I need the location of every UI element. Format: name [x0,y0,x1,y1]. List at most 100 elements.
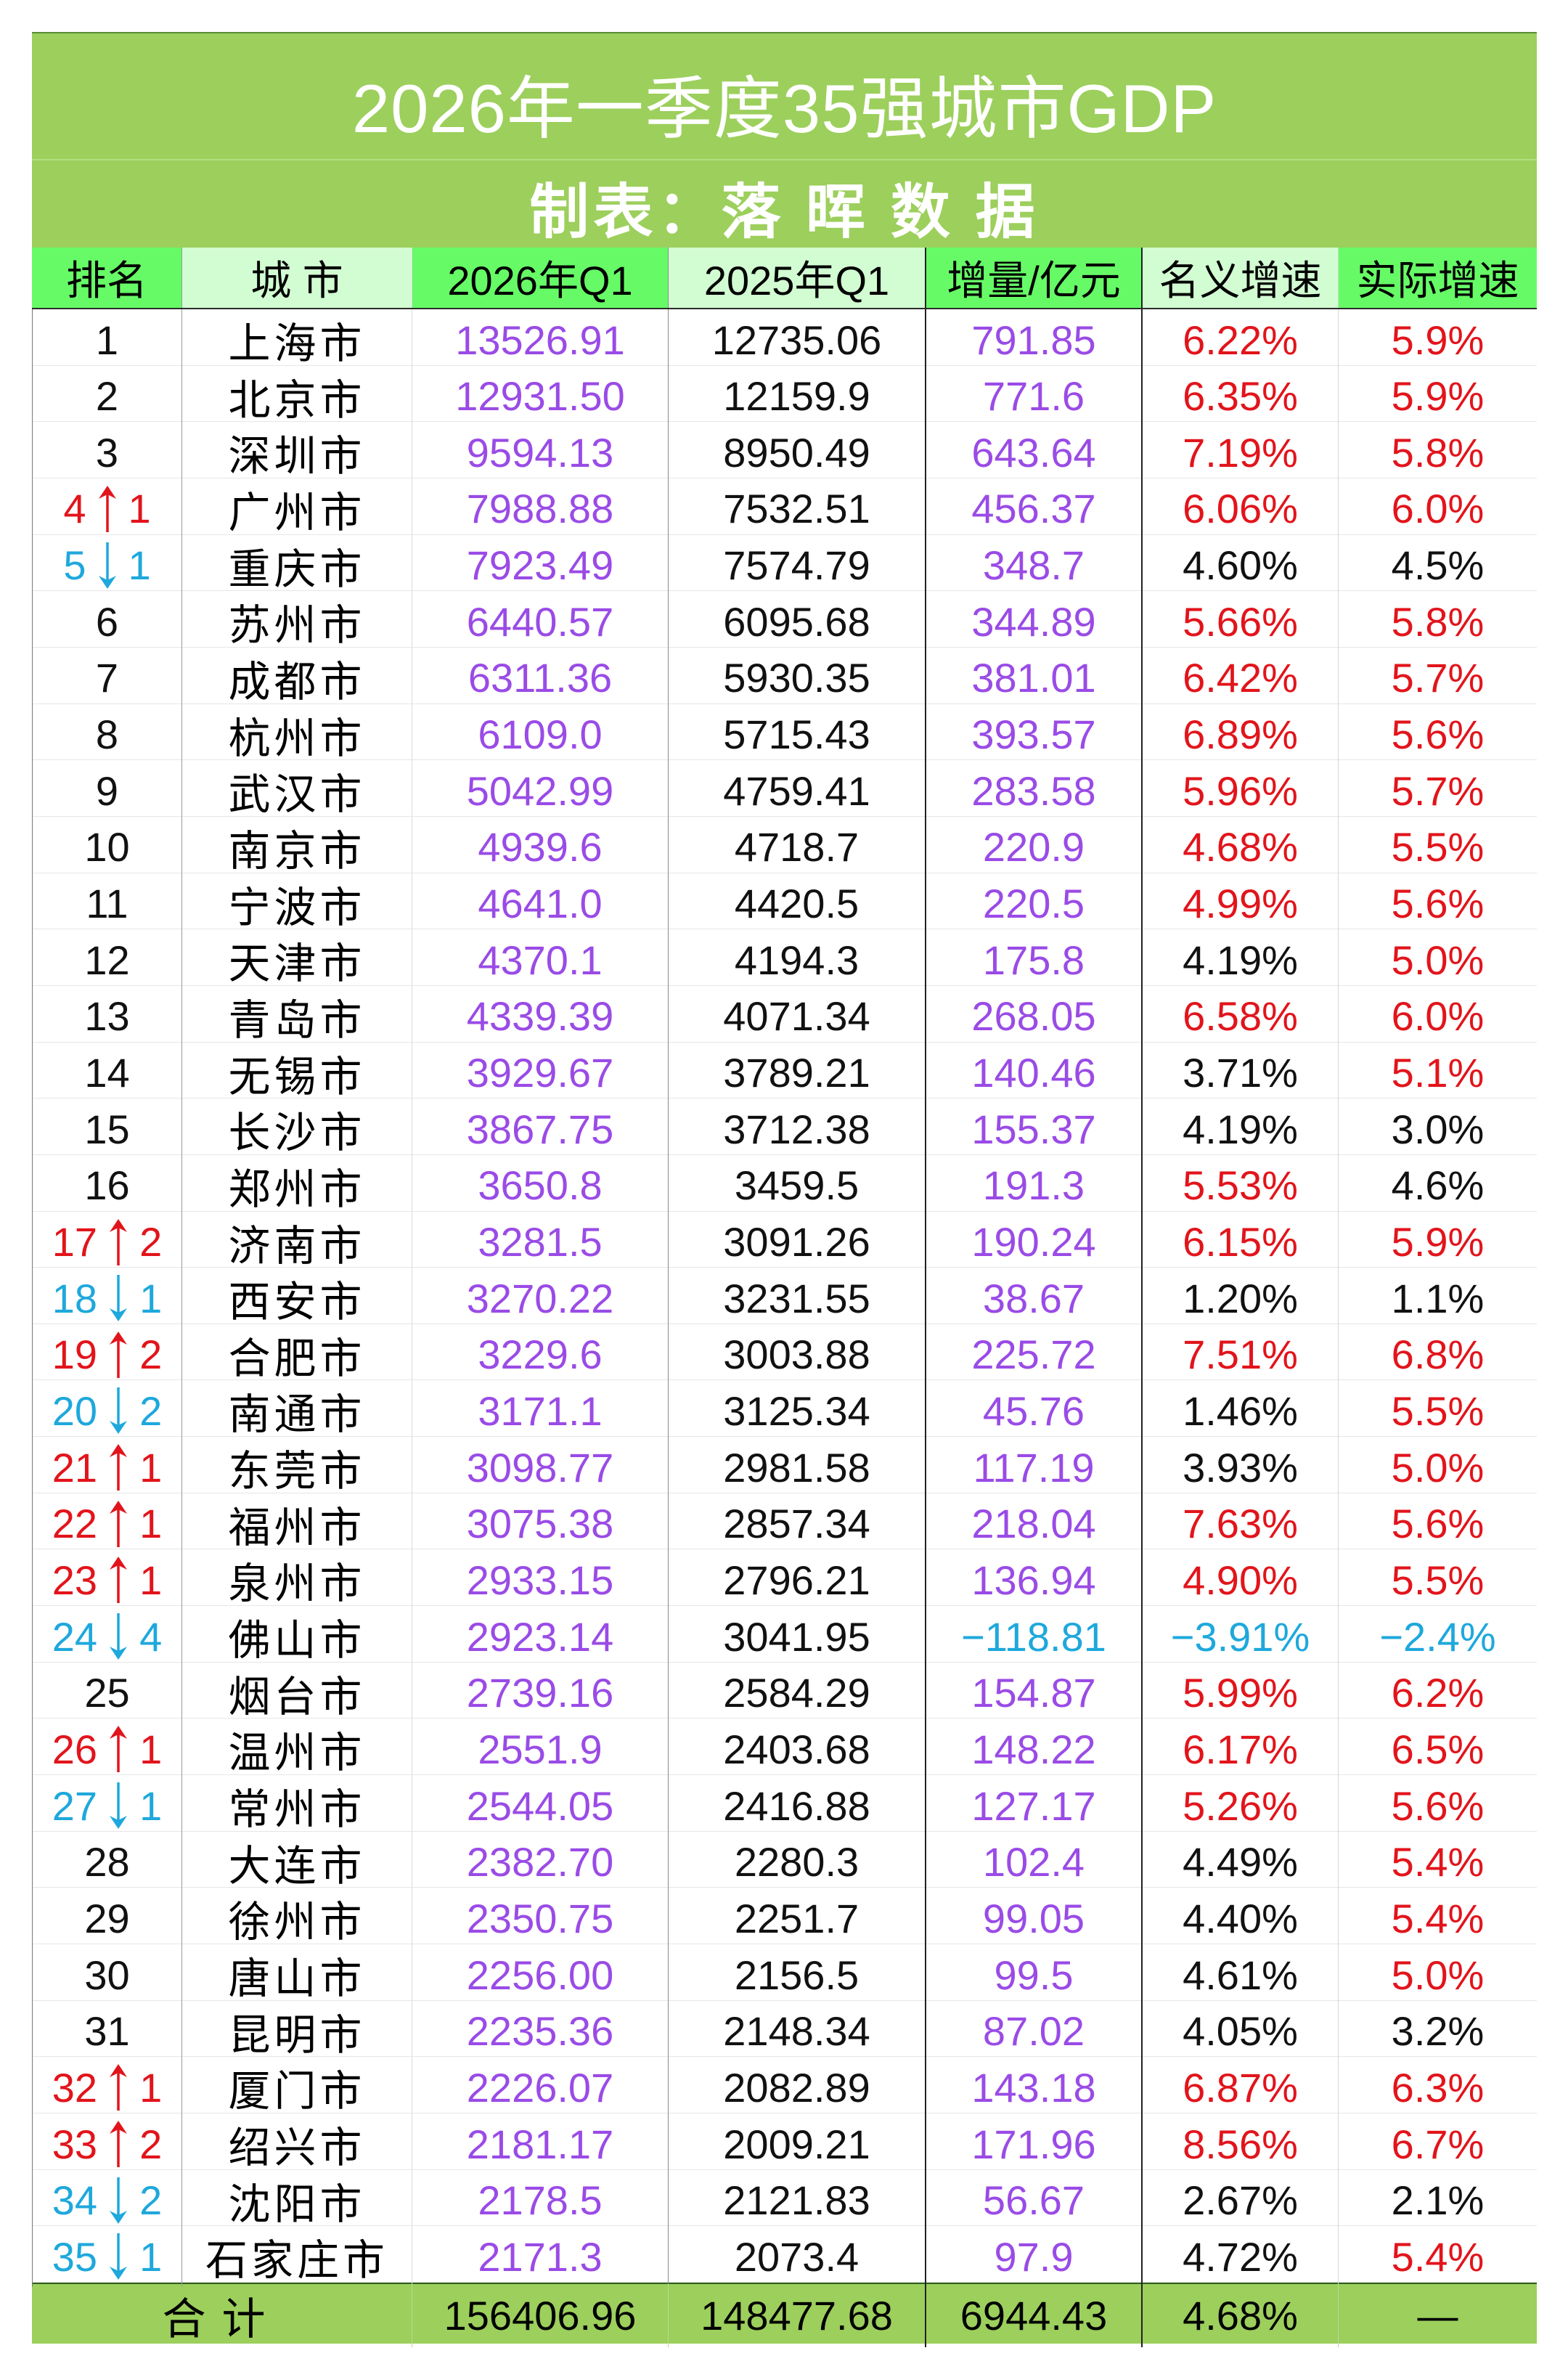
nominal-growth-value: 5.26% [1183,1782,1298,1829]
nominal-growth-value: 6.22% [1183,317,1298,363]
gdp-2025-q1-cell: 6095.68 [669,591,926,653]
nominal-growth-cell: 6.58% [1143,985,1339,1047]
arrow-up-icon [107,2121,129,2167]
real-growth-value: 5.7% [1391,767,1485,814]
gdp-2026-q1-cell: 2923.14 [412,1606,669,1668]
real-growth-value: 6.0% [1391,993,1485,1040]
rank-cell: 32 1 [32,2057,182,2119]
table-title-band: 2026年一季度35强城市GDP [32,32,1537,159]
real-growth-cell: 5.7% [1339,648,1537,709]
gdp-2026-q1-cell: 4339.39 [412,985,669,1047]
increase-value: 117.19 [973,1444,1095,1491]
real-growth-cell: 5.6% [1339,873,1537,934]
nominal-growth-value: 3.93% [1183,1444,1298,1491]
gdp-2026-q1-cell: 12931.50 [412,365,669,427]
nominal-growth-cell: 6.06% [1143,478,1339,539]
rank-cell: 14 [32,1042,182,1104]
column-header-row: 排名 城 市 2026年Q1 2025年Q1 增量/亿元 名义增速 实际增速 [32,248,1537,309]
real-growth-value: 5.0% [1391,1444,1485,1491]
increase-value: 643.64 [971,429,1096,476]
real-growth-cell: 6.0% [1339,478,1537,539]
gdp-2025-q1-cell: 12159.9 [669,365,926,427]
real-growth-cell: 5.5% [1339,1549,1537,1610]
increase-cell: 140.46 [926,1042,1143,1104]
city-cell: 泉州市 [182,1549,412,1611]
gdp-2026-q1-cell: 2551.9 [412,1718,669,1780]
table-row: 1 上海市 13526.91 12735.06 791.85 6.22% 5.9… [32,309,1537,370]
gdp-2026-q1-cell: 2256.00 [412,1944,669,2006]
arrow-down-icon [107,1275,129,1322]
increase-cell: 136.94 [926,1549,1143,1611]
city-cell: 常州市 [182,1775,412,1837]
gdp-2025-q1-cell: 2082.89 [669,2057,926,2119]
increase-cell: 220.5 [926,873,1143,934]
nominal-growth-value: 4.68% [1183,824,1298,871]
nominal-growth-value: 4.49% [1183,1839,1298,1885]
column-header-nominal-growth: 名义增速 [1143,248,1339,308]
real-growth-cell: 6.7% [1339,2113,1537,2174]
gdp-2025-q1-cell: 3789.21 [669,1042,926,1104]
gdp-2025-q1-cell: 3041.95 [669,1606,926,1668]
nominal-growth-cell: 5.99% [1143,1662,1339,1724]
real-growth-cell: 6.8% [1339,1324,1537,1385]
table-row: 26 1 温州市 2551.9 2403.68 148.22 6.17% 6.5… [32,1718,1537,1780]
gdp-2026-q1-cell: 3075.38 [412,1493,669,1554]
city-cell: 苏州市 [182,591,412,653]
real-growth-value: 5.8% [1391,598,1485,645]
nominal-growth-value: 4.05% [1183,2008,1298,2055]
column-header-rank: 排名 [32,248,182,308]
real-growth-value: 1.1% [1391,1275,1485,1321]
rank-change: 1 [139,1782,163,1829]
nominal-growth-cell: 4.90% [1143,1549,1339,1611]
increase-value: 218.04 [971,1501,1096,1547]
gdp-2026-q1-cell: 6109.0 [412,704,669,765]
rank-cell: 1 [32,309,182,370]
city-cell: 重庆市 [182,534,412,596]
nominal-growth-value: 6.87% [1183,2064,1298,2111]
rank-number: 19 [52,1332,98,1378]
city-cell: 上海市 [182,309,412,370]
increase-cell: 117.19 [926,1437,1143,1499]
increase-value: 268.05 [971,993,1096,1040]
arrow-up-icon [107,2064,129,2111]
rank-cell: 34 2 [32,2169,182,2231]
gdp-2025-q1-cell: 4071.34 [669,985,926,1047]
arrow-up-icon [107,1726,129,1773]
table-row: 2 北京市 12931.50 12159.9 771.6 6.35% 5.9% [32,365,1537,427]
increase-value: 344.89 [971,598,1096,645]
rank-change: 2 [139,2121,163,2167]
nominal-growth-cell: 4.49% [1143,1831,1339,1893]
city-cell: 佛山市 [182,1606,412,1668]
increase-value: 220.9 [982,824,1085,871]
rank-cell: 30 [32,1944,182,2006]
rank-cell: 26 1 [32,1718,182,1780]
rank-change: 2 [139,1219,163,1265]
rank-number: 23 [52,1557,98,1603]
city-cell: 温州市 [182,1718,412,1780]
increase-cell: 218.04 [926,1493,1143,1554]
table-row: 12 天津市 4370.1 4194.3 175.8 4.19% 5.0% [32,929,1537,991]
rank-number: 28 [84,1839,130,1885]
gdp-2025-q1-cell: 3712.38 [669,1098,926,1160]
gdp-2025-q1-cell: 4194.3 [669,929,926,991]
rank-number: 11 [86,881,128,927]
city-cell: 南通市 [182,1380,412,1442]
nominal-growth-value: 6.06% [1183,486,1298,532]
rank-number: 1 [95,317,119,363]
increase-value: 56.67 [982,2177,1085,2224]
rank-cell: 25 [32,1662,182,1724]
increase-value: 102.4 [982,1839,1085,1885]
increase-cell: 268.05 [926,985,1143,1047]
real-growth-cell: 5.8% [1339,591,1537,652]
arrow-down-icon [107,1613,129,1660]
real-growth-cell: 5.6% [1339,1493,1537,1554]
nominal-growth-value: 4.60% [1183,542,1298,589]
real-growth-cell: 1.1% [1339,1268,1537,1329]
nominal-growth-value: 7.63% [1183,1501,1298,1547]
gdp-2025-q1-cell: 4759.41 [669,760,926,822]
table-row: 10 南京市 4939.6 4718.7 220.9 4.68% 5.5% [32,816,1537,878]
nominal-growth-cell: 8.56% [1143,2113,1339,2174]
column-header-2026-q1: 2026年Q1 [412,248,669,308]
nominal-growth-cell: 6.89% [1143,704,1339,765]
gdp-2025-q1-cell: 2416.88 [669,1775,926,1837]
